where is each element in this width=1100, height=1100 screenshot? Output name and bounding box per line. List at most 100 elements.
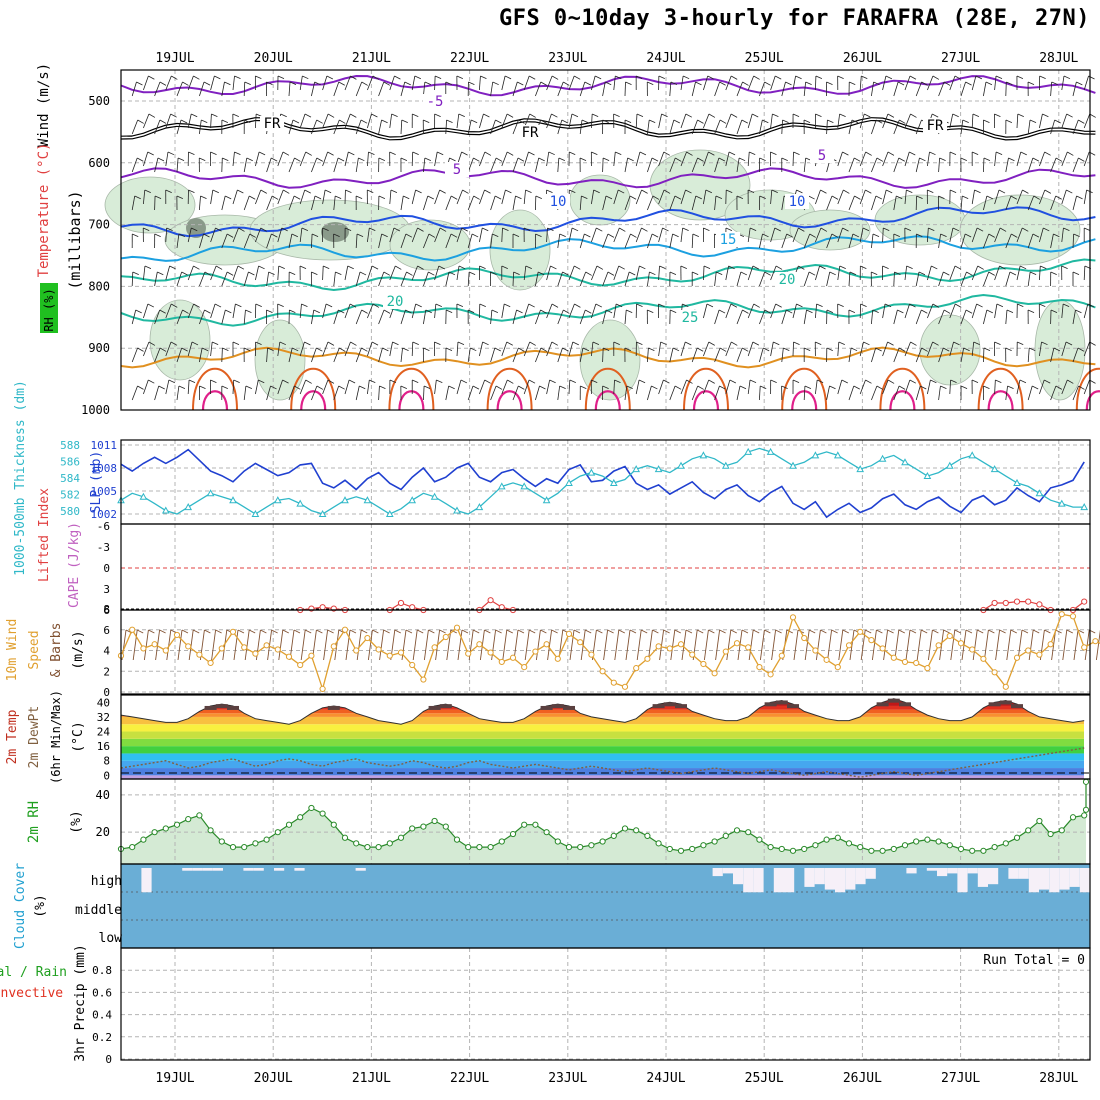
wind-barb xyxy=(781,233,788,249)
surface-wind-barb xyxy=(726,629,732,661)
wind-barb-flag xyxy=(268,271,275,276)
wind-barb-flag xyxy=(1007,385,1014,390)
wind-barb-flag xyxy=(165,189,172,193)
wind-speed-marker xyxy=(1081,644,1088,651)
wind-barb xyxy=(691,119,698,135)
wind-barb-flag xyxy=(193,75,200,80)
wind-barb-flag xyxy=(266,81,273,85)
surface-wind-barb xyxy=(636,629,642,661)
wind-barb xyxy=(243,233,251,249)
wind-barb xyxy=(243,271,249,287)
wind-barb xyxy=(501,75,506,91)
wind-barb xyxy=(983,271,990,287)
wind-barb-flag xyxy=(389,151,396,155)
wind-barb-flag xyxy=(505,189,512,194)
wind-barb xyxy=(647,119,650,135)
wind-barb-flag xyxy=(311,233,319,237)
wind-barb-flag xyxy=(906,189,913,193)
wind-barb-flag xyxy=(255,75,262,79)
wind-barb-flag xyxy=(752,341,760,346)
wind-barb-flag xyxy=(188,151,195,155)
wind-barb xyxy=(344,379,350,395)
surface-wind-barb-flag xyxy=(652,629,659,634)
li-tick-label: 0 xyxy=(103,562,110,575)
wind-barb-flag xyxy=(136,81,143,86)
wind-barb xyxy=(344,151,349,167)
wind-barb xyxy=(882,151,889,167)
wind-barb xyxy=(904,379,911,395)
wind-barb-flag xyxy=(159,347,167,352)
wind-barb xyxy=(624,195,631,211)
thickness-marker xyxy=(833,451,842,459)
wind-barb-flag xyxy=(796,189,803,194)
wind-barb xyxy=(232,151,235,167)
wind-barb xyxy=(288,233,293,249)
wind-barb-flag xyxy=(170,113,177,118)
rh2m-unit-label: (%) xyxy=(69,810,84,833)
li-tick-label: 3 xyxy=(103,583,110,596)
wind-barb-flag xyxy=(893,233,900,237)
wind-barb xyxy=(635,265,640,281)
wind-barb xyxy=(490,347,496,363)
thickness-marker xyxy=(632,465,641,473)
wind-barb xyxy=(400,347,403,363)
wind-barb xyxy=(915,157,920,173)
wind-barb xyxy=(423,157,426,173)
wind-barb xyxy=(546,265,551,281)
precip-tick-label: 0.8 xyxy=(92,964,112,977)
wind-barb-flag xyxy=(920,385,927,390)
wind-barb xyxy=(1083,189,1088,205)
surface-wind-barb xyxy=(894,629,900,661)
wind-barb xyxy=(299,151,307,167)
wind-barb-flag xyxy=(954,265,962,270)
wind-barb-flag xyxy=(333,233,340,237)
wind-barb-flag xyxy=(762,233,769,238)
wind-barb-flag xyxy=(383,309,391,314)
wind-barb-flag xyxy=(996,303,1004,308)
rh-marker xyxy=(756,836,763,843)
wind-speed-marker xyxy=(487,649,494,656)
wind-barb-flag xyxy=(929,151,936,156)
wind-barb xyxy=(803,385,806,401)
fill-layer xyxy=(40,149,1090,948)
thickness-marker xyxy=(318,509,327,517)
wind-speed-marker xyxy=(409,661,416,669)
wind-barb-flag xyxy=(245,385,253,390)
wind-speed-marker xyxy=(1092,638,1099,645)
wind-barb-flag xyxy=(949,151,957,155)
wind-barb-flag xyxy=(137,119,144,124)
thickness-marker xyxy=(968,451,977,459)
wind-barb xyxy=(456,227,463,243)
wind-speed-marker xyxy=(297,661,304,669)
wind-barb xyxy=(389,75,395,91)
wind-barb-flag xyxy=(282,151,290,156)
wind-barb-flag xyxy=(159,81,167,86)
wind-barb xyxy=(803,81,807,97)
wind-barb-flag xyxy=(551,303,559,308)
temperature-mask-edge xyxy=(1084,695,1090,779)
temperature-band xyxy=(121,724,1084,732)
wind-barb-flag xyxy=(1029,119,1037,124)
wind-barb-flag xyxy=(281,227,288,232)
wind-barb-flag xyxy=(849,271,857,275)
wind-barb-flag xyxy=(738,157,746,162)
wind-barb-flag xyxy=(592,341,600,346)
panel-upper-air xyxy=(120,69,1091,411)
wind-speed-marker xyxy=(140,645,147,652)
contour-label: FR xyxy=(522,125,539,141)
surface-wind-barb-flag xyxy=(394,629,402,634)
wind-barb-flag xyxy=(350,113,357,118)
rh-marker xyxy=(465,843,472,851)
rh-marker xyxy=(140,836,147,843)
wind-barb-flag xyxy=(1067,379,1074,384)
wind-barb-flag xyxy=(212,189,219,194)
wind-speed-marker xyxy=(599,668,606,675)
wind-barb-flag xyxy=(1032,157,1040,162)
high-cloud-bar xyxy=(743,868,754,893)
wind-barb-flag xyxy=(803,119,811,123)
wind-barb-flag xyxy=(302,75,309,80)
rh-marker xyxy=(767,843,774,851)
wind-barb-flag xyxy=(471,233,479,238)
wind-barb xyxy=(781,195,785,211)
wind-barb-flag xyxy=(615,303,623,308)
